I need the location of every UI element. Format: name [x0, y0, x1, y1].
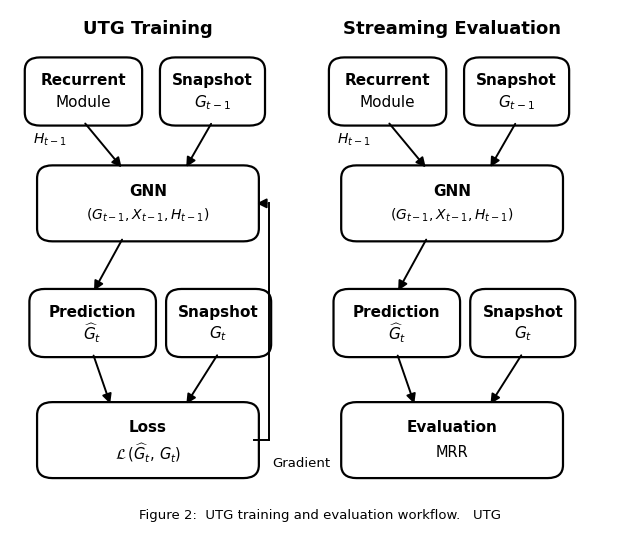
Text: MRR: MRR — [436, 445, 468, 460]
Text: Prediction: Prediction — [353, 305, 440, 320]
Text: Snapshot: Snapshot — [179, 305, 259, 320]
Text: $H_{t-1}$: $H_{t-1}$ — [33, 132, 67, 149]
FancyBboxPatch shape — [464, 57, 569, 126]
Text: Figure 2:  UTG training and evaluation workflow.   UTG: Figure 2: UTG training and evaluation wo… — [139, 509, 501, 522]
Text: Snapshot: Snapshot — [172, 73, 253, 88]
FancyBboxPatch shape — [25, 57, 142, 126]
FancyBboxPatch shape — [37, 402, 259, 478]
Text: Snapshot: Snapshot — [476, 73, 557, 88]
Text: Streaming Evaluation: Streaming Evaluation — [343, 20, 561, 38]
Text: Snapshot: Snapshot — [483, 305, 563, 320]
Text: Prediction: Prediction — [49, 305, 136, 320]
FancyBboxPatch shape — [470, 289, 575, 357]
FancyBboxPatch shape — [29, 289, 156, 357]
FancyBboxPatch shape — [341, 165, 563, 241]
Text: GNN: GNN — [129, 184, 167, 199]
FancyBboxPatch shape — [333, 289, 460, 357]
Text: $(G_{t-1}, X_{t-1}, H_{t-1})$: $(G_{t-1}, X_{t-1}, H_{t-1})$ — [86, 207, 210, 224]
FancyBboxPatch shape — [160, 57, 265, 126]
Text: $\widehat{G}_t$: $\widehat{G}_t$ — [83, 322, 102, 345]
Text: Module: Module — [56, 95, 111, 110]
Text: UTG Training: UTG Training — [83, 20, 213, 38]
Text: Recurrent: Recurrent — [345, 73, 430, 88]
Text: Evaluation: Evaluation — [406, 421, 497, 435]
Text: $\mathcal{L}\,(\widehat{G}_t,\, G_t)$: $\mathcal{L}\,(\widehat{G}_t,\, G_t)$ — [115, 441, 181, 463]
Text: $G_{t-1}$: $G_{t-1}$ — [194, 93, 231, 112]
Text: GNN: GNN — [433, 184, 471, 199]
FancyBboxPatch shape — [329, 57, 446, 126]
Text: Module: Module — [360, 95, 415, 110]
Text: $G_t$: $G_t$ — [209, 325, 228, 343]
Text: Gradient: Gradient — [273, 457, 330, 470]
FancyBboxPatch shape — [166, 289, 271, 357]
FancyBboxPatch shape — [341, 402, 563, 478]
Text: $(G_{t-1}, X_{t-1}, H_{t-1})$: $(G_{t-1}, X_{t-1}, H_{t-1})$ — [390, 207, 514, 224]
Text: $G_{t-1}$: $G_{t-1}$ — [498, 93, 535, 112]
Text: Loss: Loss — [129, 421, 167, 435]
Text: $G_t$: $G_t$ — [513, 325, 532, 343]
Text: $\widehat{G}_t$: $\widehat{G}_t$ — [388, 322, 406, 345]
Text: Recurrent: Recurrent — [41, 73, 126, 88]
Text: $H_{t-1}$: $H_{t-1}$ — [337, 132, 371, 149]
FancyBboxPatch shape — [37, 165, 259, 241]
